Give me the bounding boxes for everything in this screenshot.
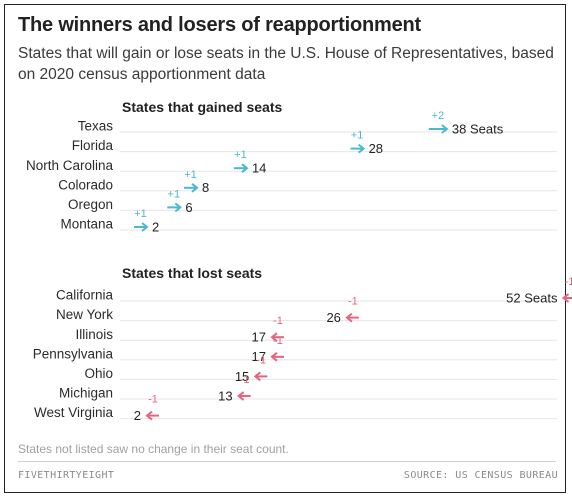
state-label: Montana <box>60 217 113 232</box>
change-label: -1 <box>256 354 266 366</box>
state-label: California <box>56 288 114 303</box>
arrowhead <box>141 222 149 232</box>
loss-arrow <box>253 371 268 382</box>
loss-arrow <box>270 352 284 362</box>
section-heading: States that lost seats <box>122 265 262 281</box>
seat-value-label: 15 <box>235 369 249 384</box>
change-label: -1 <box>348 296 358 308</box>
loss-arrow <box>237 391 251 401</box>
seat-value-label: 13 <box>218 388 232 403</box>
arrowhead <box>241 163 249 173</box>
state-label: Ohio <box>84 366 113 381</box>
gain-arrow <box>233 163 249 173</box>
state-label: Florida <box>72 138 114 153</box>
loss-arrow <box>345 312 359 323</box>
arrowhead <box>270 332 278 342</box>
arrowhead <box>357 143 366 154</box>
seat-value-label: 17 <box>251 349 265 364</box>
footer-divider <box>18 461 556 462</box>
seat-value-label: 17 <box>251 330 265 345</box>
arrowhead <box>270 352 278 362</box>
seat-value-label: 28 <box>369 141 383 156</box>
change-label: -1 <box>273 335 283 347</box>
seat-value-label: 26 <box>326 310 340 325</box>
change-label: +1 <box>184 169 197 181</box>
seat-value-label: 6 <box>185 200 192 215</box>
state-label: Illinois <box>75 327 113 342</box>
change-label: -1 <box>148 394 158 406</box>
gain-arrow <box>350 143 366 154</box>
brand-label: FIVETHIRTYEIGHT <box>18 470 115 481</box>
arrowhead <box>253 371 261 382</box>
source-label: SOURCE: US CENSUS BUREAU <box>403 470 558 481</box>
state-label: Oregon <box>68 197 113 212</box>
arrowhead <box>191 183 199 193</box>
arrowhead <box>441 124 449 134</box>
seat-value-label: 38 Seats <box>452 121 504 136</box>
change-label: -1 <box>565 276 572 288</box>
chart-title: The winners and losers of reapportionmen… <box>18 14 421 36</box>
seat-value-label: 2 <box>134 408 141 423</box>
state-label: Michigan <box>59 386 113 401</box>
loss-arrow <box>270 332 284 342</box>
change-label: -1 <box>240 374 250 386</box>
change-label: +1 <box>134 208 147 220</box>
change-label: +1 <box>351 130 364 142</box>
chart-subtitle: States that will gain or lose seats in t… <box>18 45 554 83</box>
change-label: -1 <box>273 315 283 327</box>
footnote: States not listed saw no change in their… <box>18 442 289 456</box>
seat-value-label: 14 <box>252 161 266 176</box>
change-label: +1 <box>168 188 181 200</box>
gain-arrow <box>167 202 182 213</box>
state-label: Colorado <box>58 177 113 192</box>
arrowhead <box>174 202 182 213</box>
gain-arrow <box>134 222 149 232</box>
seat-value-label: 2 <box>152 219 159 234</box>
arrowhead <box>145 410 153 421</box>
state-label: Pennsylvania <box>33 346 114 361</box>
arrowhead <box>561 293 570 303</box>
seat-value-label: 8 <box>202 180 209 195</box>
figure-frame <box>4 4 566 493</box>
change-label: +1 <box>234 149 247 161</box>
loss-arrow <box>561 293 572 303</box>
state-label: Texas <box>78 119 114 134</box>
section-heading: States that gained seats <box>122 99 282 115</box>
seat-value-label: 52 Seats <box>506 290 558 305</box>
arrowhead <box>345 312 353 323</box>
loss-arrow <box>145 410 159 421</box>
state-label: New York <box>56 307 113 322</box>
arrowhead <box>237 391 245 401</box>
state-label: West Virginia <box>34 405 114 420</box>
gain-arrow <box>183 183 199 193</box>
change-label: +2 <box>432 110 445 122</box>
gain-arrow <box>428 124 449 134</box>
state-label: North Carolina <box>26 158 114 173</box>
